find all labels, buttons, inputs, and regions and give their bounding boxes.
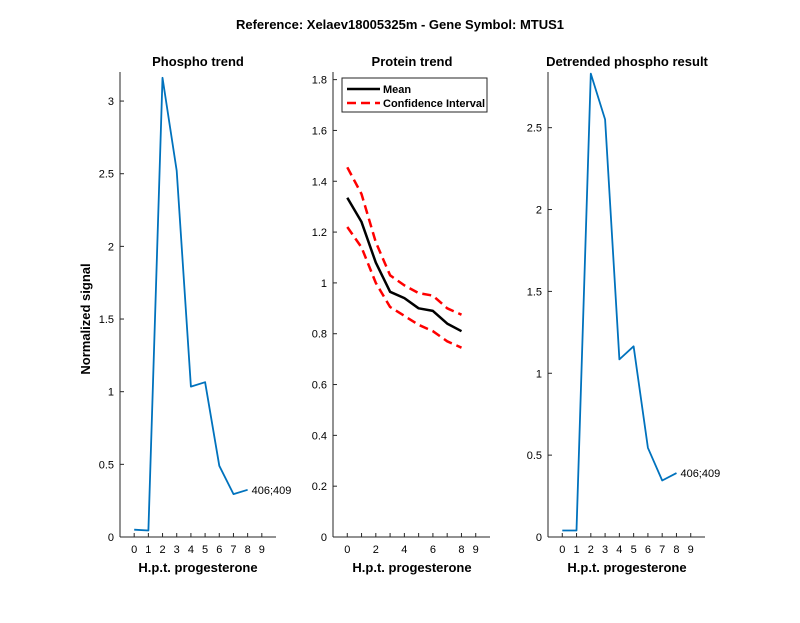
detrended-phospho-xtick-label: 8 — [673, 544, 679, 556]
phospho-trend-xtick-label: 8 — [245, 544, 251, 556]
protein-trend-xlabel: H.p.t. progesterone — [352, 560, 471, 575]
protein-trend-series-line-1 — [347, 167, 461, 314]
phospho-trend-ytick-label: 0.5 — [99, 459, 114, 471]
detrended-phospho-ytick-label: 1 — [536, 368, 542, 380]
detrended-phospho-xtick-label: 7 — [659, 544, 665, 556]
detrended-phospho-series-line-0 — [562, 74, 676, 531]
phospho-trend-title: Phospho trend — [152, 54, 244, 69]
detrended-phospho-xtick-label: 5 — [631, 544, 637, 556]
phospho-trend-xtick-label: 3 — [174, 544, 180, 556]
detrended-phospho-ytick-label: 0 — [536, 532, 542, 544]
phospho-trend-xtick-label: 6 — [216, 544, 222, 556]
detrended-phospho-xtick-label: 9 — [688, 544, 694, 556]
figure-title: Reference: Xelaev18005325m - Gene Symbol… — [236, 17, 564, 32]
protein-trend-xtick-label: 8 — [458, 544, 464, 556]
protein-trend-xtick-label: 0 — [344, 544, 350, 556]
detrended-phospho-xlabel: H.p.t. progesterone — [567, 560, 686, 575]
protein-trend-ytick-label: 0.6 — [312, 380, 327, 392]
protein-trend-ytick-label: 1.2 — [312, 227, 327, 239]
protein-trend-ytick-label: 1.4 — [312, 176, 327, 188]
protein-trend-ytick-label: 1 — [321, 278, 327, 290]
detrended-phospho-title: Detrended phospho result — [546, 54, 708, 69]
detrended-phospho-ytick-label: 0.5 — [527, 450, 542, 462]
phospho-trend-xtick-label: 5 — [202, 544, 208, 556]
protein-trend-ytick-label: 0.2 — [312, 481, 327, 493]
phospho-trend-series-line-0 — [134, 78, 247, 531]
protein-trend-xtick-label: 6 — [430, 544, 436, 556]
protein-trend-ytick-label: 1.8 — [312, 75, 327, 87]
phospho-trend-xtick-label: 0 — [131, 544, 137, 556]
protein-trend-series-line-0 — [347, 198, 461, 331]
phospho-trend-xtick-label: 1 — [145, 544, 151, 556]
protein-trend-legend: Mean Confidence Interval — [342, 78, 487, 112]
protein-trend-xtick-label: 9 — [473, 544, 479, 556]
phospho-trend-ytick-label: 3 — [108, 96, 114, 108]
phospho-trend-ytick-label: 0 — [108, 532, 114, 544]
protein-trend-series-line-2 — [347, 227, 461, 348]
protein-trend-ytick-label: 0.8 — [312, 329, 327, 341]
phospho-trend-xtick-label: 4 — [188, 544, 194, 556]
detrended-phospho-ytick-label: 2 — [536, 205, 542, 217]
detrended-phospho-xtick-label: 6 — [645, 544, 651, 556]
detrended-phospho-xtick-label: 2 — [588, 544, 594, 556]
phospho-trend-ytick-label: 1 — [108, 387, 114, 399]
detrended-phospho-xtick-label: 1 — [573, 544, 579, 556]
protein-trend-title: Protein trend — [372, 54, 453, 69]
protein-trend-panel: Protein trend H.p.t. progesterone 0 0.2 0.… — [312, 54, 490, 575]
detrended-phospho-panel: Detrended phospho result H.p.t. progeste… — [527, 54, 721, 575]
phospho-trend-xtick-label: 7 — [230, 544, 236, 556]
phospho-trend-xtick-label: 2 — [159, 544, 165, 556]
detrended-phospho-xtick-label: 0 — [559, 544, 565, 556]
detrended-phospho-xtick-label: 3 — [602, 544, 608, 556]
phospho-trend-annotation: 406;409 — [252, 485, 292, 497]
protein-trend-xtick-label: 2 — [373, 544, 379, 556]
protein-trend-ytick-label: 0.4 — [312, 430, 327, 442]
phospho-trend-ylabel: Normalized signal — [78, 263, 93, 374]
protein-trend-ytick-label: 0 — [321, 532, 327, 544]
protein-trend-ytick-label: 1.6 — [312, 125, 327, 137]
phospho-trend-panel: Phospho trend Normalized signal H.p.t. p… — [78, 54, 291, 575]
phospho-trend-xlabel: H.p.t. progesterone — [138, 560, 257, 575]
protein-trend-xtick-label: 4 — [401, 544, 407, 556]
detrended-phospho-annotation: 406;409 — [680, 468, 720, 480]
phospho-trend-ytick-label: 2.5 — [99, 169, 114, 181]
detrended-phospho-ytick-label: 1.5 — [527, 286, 542, 298]
legend-ci-label: Confidence Interval — [383, 98, 485, 110]
legend-mean-label: Mean — [383, 84, 411, 96]
phospho-trend-ytick-label: 2 — [108, 241, 114, 253]
phospho-trend-ytick-label: 1.5 — [99, 314, 114, 326]
phospho-trend-xtick-label: 9 — [259, 544, 265, 556]
detrended-phospho-ytick-label: 2.5 — [527, 123, 542, 135]
detrended-phospho-xtick-label: 4 — [616, 544, 622, 556]
